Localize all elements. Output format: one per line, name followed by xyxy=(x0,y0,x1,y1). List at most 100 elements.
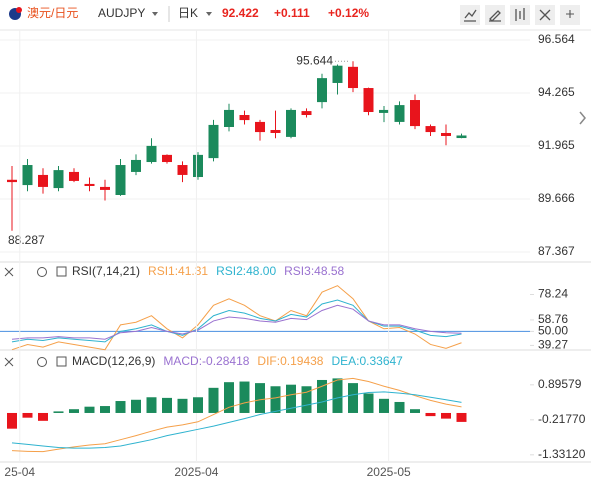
y-tick-label: 58.76 xyxy=(538,312,568,326)
histogram-bar xyxy=(208,387,219,413)
line-series xyxy=(11,299,462,343)
candle-body xyxy=(162,154,172,163)
histogram-bar xyxy=(410,409,420,413)
candle-body xyxy=(410,100,420,127)
histogram-bar xyxy=(22,412,33,418)
histogram-bar xyxy=(394,401,405,413)
candle-body xyxy=(239,115,250,121)
symbol[interactable]: AUDJPY xyxy=(98,6,145,20)
legend-entry: RSI3:48.58 xyxy=(284,264,344,278)
histogram-bar xyxy=(162,397,172,413)
candle-body xyxy=(38,174,48,187)
line-series xyxy=(11,377,462,453)
y-tick-label: 96.564 xyxy=(538,32,575,46)
histogram-bar xyxy=(7,412,17,429)
dropdown-arrow[interactable] xyxy=(152,12,158,16)
flag-icon xyxy=(16,7,22,13)
y-tick-label: -1.33120 xyxy=(538,447,586,461)
candle-body xyxy=(286,109,296,137)
y-tick-label: 39.27 xyxy=(538,338,568,352)
histogram-bar xyxy=(193,397,203,413)
tool-icon xyxy=(489,10,501,22)
x-tick-label: 2025-05 xyxy=(367,465,411,479)
histogram-bar xyxy=(317,379,327,413)
histogram-bar xyxy=(286,384,296,413)
histogram-bar xyxy=(348,383,358,413)
candle-body xyxy=(425,126,436,133)
histogram-bar xyxy=(255,383,265,413)
candle-body xyxy=(224,109,234,127)
tool-icon xyxy=(515,8,525,21)
tool-icon xyxy=(566,10,574,18)
tool-button[interactable] xyxy=(460,5,480,25)
candle-body xyxy=(270,129,281,133)
y-tick-label: 94.265 xyxy=(538,85,575,99)
y-tick-label: -0.21770 xyxy=(538,412,586,426)
candle-body xyxy=(301,111,312,116)
y-tick-label: 87.367 xyxy=(538,244,575,258)
histogram-bar xyxy=(38,412,48,421)
toolbar xyxy=(460,5,580,25)
y-tick-label: 89.666 xyxy=(538,191,575,205)
histogram-bar xyxy=(84,406,95,413)
candle-body xyxy=(146,145,157,163)
line-series xyxy=(11,304,462,340)
scroll-arrow[interactable] xyxy=(579,111,586,125)
histogram-bar xyxy=(224,382,234,413)
dropdown-arrow[interactable] xyxy=(206,12,212,16)
legend-entry: RSI2:48.00 xyxy=(216,264,276,278)
settings-icon[interactable] xyxy=(37,357,47,367)
settings-icon[interactable] xyxy=(37,267,47,277)
legend-entry: RSI1:41.31 xyxy=(148,264,208,278)
close-icon[interactable] xyxy=(4,357,14,367)
line-series xyxy=(11,391,462,449)
close-icon[interactable] xyxy=(4,267,14,277)
candle-body xyxy=(441,132,451,136)
toggle-icon[interactable] xyxy=(56,356,67,367)
histogram-bar xyxy=(177,398,188,413)
legend-entry: DIF:0.19438 xyxy=(257,354,323,368)
y-tick-label: 50.00 xyxy=(538,324,568,338)
histogram-bar xyxy=(131,399,141,413)
histogram-bar xyxy=(69,409,79,413)
histogram-bar xyxy=(53,411,64,413)
change: +0.111 xyxy=(274,6,310,20)
y-tick-label: 91.965 xyxy=(538,138,575,152)
pair-name[interactable]: 澳元/日元 xyxy=(27,6,78,20)
tool-icon xyxy=(539,9,551,21)
change-pct: +0.12% xyxy=(328,6,369,20)
annotation: 95.644 xyxy=(296,53,333,67)
legend-entry: DEA:0.33647 xyxy=(331,354,403,368)
annotation: 88.287 xyxy=(8,233,45,247)
line-series xyxy=(11,285,462,351)
histogram-bar xyxy=(379,398,389,413)
candle-body xyxy=(177,165,188,175)
toggle-icon[interactable] xyxy=(56,266,67,277)
histogram-bar xyxy=(100,406,110,413)
histogram-bar xyxy=(115,401,126,413)
candle-body xyxy=(255,121,265,133)
tool-icon xyxy=(464,9,477,22)
histogram-bar xyxy=(146,397,157,413)
period[interactable]: 日K xyxy=(178,6,198,20)
candle-body xyxy=(131,159,141,172)
candle-body xyxy=(456,135,467,139)
histogram-bar xyxy=(301,386,312,413)
candle-body xyxy=(348,66,358,89)
candle-body xyxy=(379,109,389,113)
tool-button[interactable] xyxy=(485,5,505,25)
y-tick-label: 78.24 xyxy=(538,287,568,301)
candle-body xyxy=(22,165,33,186)
candle-body xyxy=(193,154,203,178)
x-tick-label: 25-04 xyxy=(4,465,35,479)
legend-entry: MACD:-0.28418 xyxy=(163,354,249,368)
histogram-bar xyxy=(441,412,451,419)
y-tick-label: 0.89579 xyxy=(538,377,582,391)
histogram-bar xyxy=(425,412,436,417)
x-tick-label: 2025-04 xyxy=(174,465,218,479)
candle-body xyxy=(69,171,79,181)
candle-body xyxy=(363,88,374,113)
histogram-bar xyxy=(456,412,467,422)
